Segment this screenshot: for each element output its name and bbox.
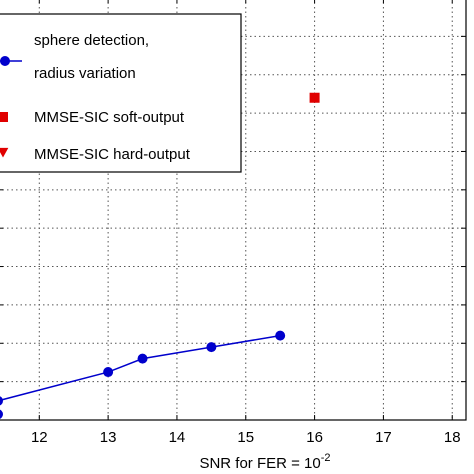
legend-box <box>0 13 242 173</box>
x-axis-title-exponent: -2 <box>321 452 331 464</box>
legend-label: MMSE-SIC hard-output <box>34 146 191 163</box>
series-0 <box>0 330 286 419</box>
legend-marker <box>0 112 8 122</box>
legend-label: MMSE-SIC soft-output <box>34 109 185 126</box>
legend-item-2: MMSE-SIC hard-output <box>0 146 191 163</box>
x-tick-label: 16 <box>306 429 323 446</box>
x-ticks: 12 13 14 15 16 17 18 <box>0 0 466 446</box>
series-layer <box>0 92 320 419</box>
data-point <box>275 330 286 341</box>
x-axis-title: SNR for FER = 10-2 <box>199 452 330 472</box>
legend-item-0: sphere detection, radius variation <box>0 32 149 82</box>
legend-marker <box>0 147 9 158</box>
legend: sphere detection, radius variation MMSE-SI… <box>0 13 242 173</box>
plot-frame <box>0 0 467 421</box>
x-tick-label: 15 <box>237 429 254 446</box>
legend-item-1: MMSE-SIC soft-output <box>0 109 185 126</box>
data-point <box>103 367 114 378</box>
data-point <box>206 342 217 353</box>
legend-label: radius variation <box>34 65 136 82</box>
series-1 <box>309 92 320 103</box>
x-tick-label: 18 <box>444 429 461 446</box>
data-point <box>137 353 148 364</box>
x-tick-label: 12 <box>31 429 48 446</box>
plot-border <box>0 0 467 421</box>
data-point <box>0 396 3 406</box>
x-tick-label: 17 <box>375 429 392 446</box>
data-point <box>0 409 3 419</box>
x-tick-label: 14 <box>169 429 186 446</box>
legend-label: sphere detection, <box>34 32 149 49</box>
x-axis-title-base: SNR for FER = 10 <box>199 455 320 472</box>
data-point <box>309 92 320 103</box>
series-line <box>0 334 281 402</box>
x-tick-label: 13 <box>100 429 117 446</box>
legend-marker <box>0 56 10 66</box>
